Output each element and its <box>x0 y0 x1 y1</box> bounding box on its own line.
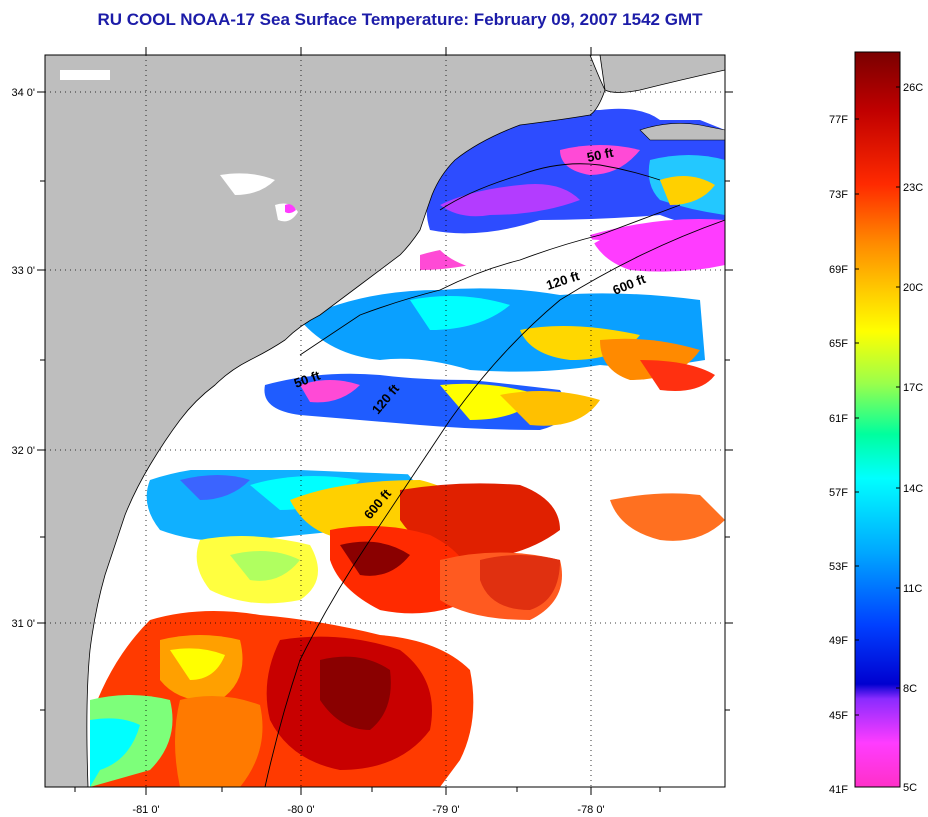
lon-tick-label: -81 0' <box>132 804 159 816</box>
isobaths <box>264 163 725 787</box>
lat-tick-label: 31 0' <box>11 618 35 630</box>
lon-tick-label: -78 0' <box>577 804 604 816</box>
page-title: RU COOL NOAA-17 Sea Surface Temperature:… <box>97 10 703 29</box>
land-coastline <box>45 55 606 787</box>
axis-ticks <box>37 47 733 795</box>
lon-tick-label: -79 0' <box>432 804 459 816</box>
lon-tick-label: -80 0' <box>287 804 314 816</box>
sst-field <box>90 108 725 787</box>
lat-tick-label: 34 0' <box>11 87 35 99</box>
lat-tick-label: 33 0' <box>11 265 35 277</box>
graticule <box>45 55 725 787</box>
isobath-label-50ft-north: 50 ft <box>586 145 616 165</box>
lat-tick-label: 32 0' <box>11 445 35 457</box>
